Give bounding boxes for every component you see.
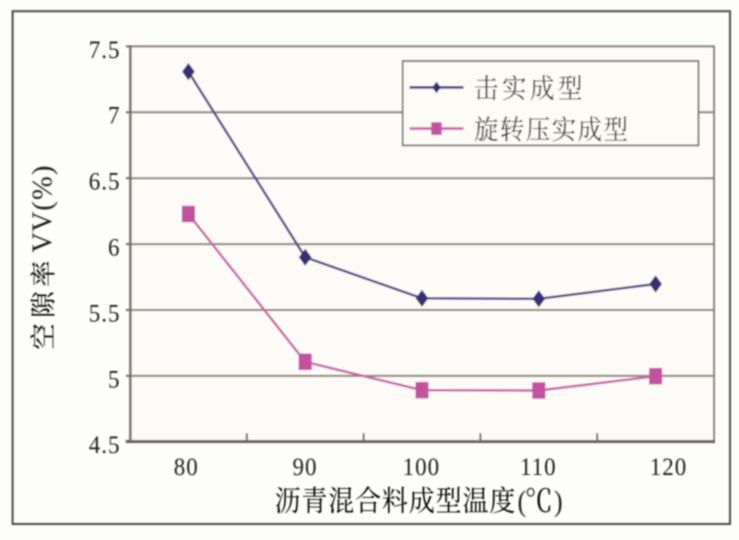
svg-text:7: 7 [108, 102, 120, 130]
svg-text:80: 80 [174, 453, 199, 481]
svg-text:6.5: 6.5 [89, 167, 121, 195]
svg-text:(: ( [518, 485, 527, 518]
svg-text:5.5: 5.5 [89, 299, 121, 327]
svg-text:110: 110 [520, 453, 557, 481]
svg-text:5: 5 [108, 365, 120, 393]
svg-text:(%): (%) [28, 164, 59, 211]
svg-text:4.5: 4.5 [89, 431, 121, 459]
svg-text:): ) [554, 485, 563, 518]
svg-text:90: 90 [293, 453, 318, 481]
svg-text:VV: VV [28, 211, 59, 253]
svg-text:7.5: 7.5 [89, 36, 121, 64]
svg-text:6: 6 [108, 233, 120, 261]
svg-text:120: 120 [650, 453, 687, 481]
svg-text:100: 100 [403, 453, 440, 481]
